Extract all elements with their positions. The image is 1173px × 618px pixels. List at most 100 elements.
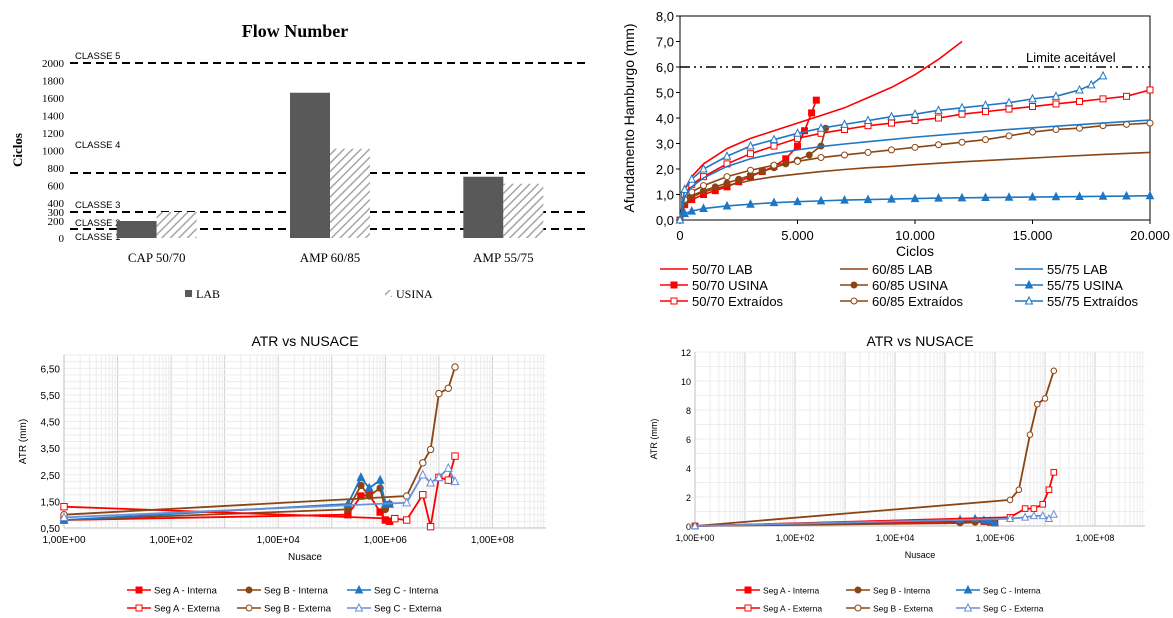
series-line bbox=[679, 40, 963, 221]
legend-label: 50/70 Extraídos bbox=[692, 294, 784, 309]
data-point bbox=[841, 151, 848, 159]
data-point bbox=[957, 192, 967, 202]
data-point bbox=[690, 521, 700, 530]
legend-marker bbox=[854, 604, 862, 612]
x-axis-label: Ciclos bbox=[896, 243, 934, 259]
legend-marker bbox=[850, 281, 858, 289]
legend-marker bbox=[135, 604, 143, 612]
data-point bbox=[887, 111, 896, 121]
data-point bbox=[1076, 124, 1083, 132]
x-tick-label: 1,00E+04 bbox=[257, 535, 301, 546]
data-point bbox=[1145, 190, 1155, 200]
data-point bbox=[981, 192, 990, 202]
bar-lab bbox=[116, 221, 157, 238]
data-point bbox=[911, 143, 919, 151]
legend-label: Seg A - Interna bbox=[154, 586, 218, 597]
y-tick-label: 1,50 bbox=[41, 497, 61, 508]
legend-label: 50/70 LAB bbox=[692, 262, 753, 277]
data-point bbox=[746, 140, 755, 150]
y-tick-label: 0,50 bbox=[41, 524, 61, 535]
legend-marker bbox=[963, 602, 973, 612]
data-point bbox=[1021, 505, 1029, 512]
data-point bbox=[793, 128, 802, 137]
data-point bbox=[888, 146, 895, 154]
x-tick-label: 5.000 bbox=[781, 228, 814, 243]
legend-marker bbox=[963, 584, 973, 594]
data-point bbox=[1030, 505, 1038, 512]
series-line bbox=[679, 151, 1151, 221]
data-point bbox=[990, 518, 1000, 527]
data-point bbox=[957, 102, 967, 112]
data-point bbox=[443, 462, 453, 472]
data-point bbox=[1045, 486, 1053, 494]
data-point bbox=[1052, 125, 1060, 133]
x-tick-label: AMP 55/75 bbox=[473, 250, 534, 265]
class-reference-label: CLASSE 5 bbox=[75, 51, 120, 62]
data-point bbox=[1050, 469, 1058, 476]
data-point bbox=[1050, 367, 1058, 375]
data-point bbox=[1099, 95, 1107, 103]
series-line bbox=[679, 75, 1104, 221]
legend-marker bbox=[1024, 279, 1034, 289]
y-tick-label: 4,0 bbox=[656, 111, 674, 126]
data-point bbox=[934, 105, 943, 114]
data-point bbox=[770, 142, 778, 150]
data-point bbox=[391, 514, 399, 523]
x-tick-label: 1,00E+08 bbox=[471, 535, 515, 546]
legend-label: 55/75 USINA bbox=[1047, 278, 1123, 293]
y-tick-label: 6,0 bbox=[656, 60, 674, 75]
y-tick-label: 5,0 bbox=[656, 86, 674, 101]
data-point bbox=[1029, 510, 1039, 520]
data-point bbox=[1004, 97, 1014, 107]
legend-label: Seg A - Externa bbox=[154, 604, 221, 615]
data-point bbox=[1098, 70, 1108, 80]
data-point bbox=[1029, 103, 1036, 111]
bar-usina bbox=[330, 148, 370, 238]
data-point bbox=[700, 182, 707, 190]
atr-vs-nusace-chart-right: ATR vs NUSACE 0 2 4 6 8 10 12 1,00E+00 1,00E+02 1,… bbox=[649, 333, 1145, 614]
legend-label: Seg C - Externa bbox=[374, 604, 442, 615]
data-point bbox=[982, 136, 989, 144]
x-tick-label: 15.000 bbox=[1013, 228, 1053, 243]
legend-label: Seg C - Externa bbox=[983, 604, 1044, 614]
data-point bbox=[364, 482, 374, 492]
data-point bbox=[1028, 191, 1037, 201]
y-tick-label: 200 bbox=[48, 216, 65, 228]
series-line bbox=[694, 472, 1055, 527]
class-reference-label: CLASSE 2 bbox=[75, 218, 120, 229]
data-point bbox=[59, 512, 69, 522]
series-line bbox=[63, 366, 456, 516]
data-point bbox=[840, 194, 849, 204]
legend-swatch-lab bbox=[185, 290, 192, 297]
legend-label: 55/75 LAB bbox=[1047, 262, 1108, 277]
y-tick-label: 3,50 bbox=[41, 444, 61, 455]
legend-label: 55/75 Extraídos bbox=[1047, 294, 1139, 309]
data-point bbox=[402, 516, 411, 524]
data-point bbox=[722, 200, 732, 210]
data-point bbox=[699, 163, 708, 173]
data-point bbox=[1076, 97, 1083, 105]
data-point bbox=[1098, 191, 1108, 200]
data-point bbox=[675, 214, 685, 224]
data-point bbox=[769, 134, 779, 144]
data-point bbox=[1005, 105, 1013, 113]
class-reference-label: CLASSE 3 bbox=[75, 200, 120, 211]
chart-title: Flow Number bbox=[242, 21, 349, 41]
data-point bbox=[356, 472, 366, 482]
y-tick-label: 12 bbox=[681, 348, 691, 358]
data-point bbox=[680, 208, 690, 218]
data-point bbox=[1038, 510, 1047, 520]
x-tick-label: 1,00E+02 bbox=[776, 533, 815, 543]
data-point bbox=[1052, 100, 1060, 108]
y-tick-label: 400 bbox=[48, 198, 65, 210]
y-tick-label: 2000 bbox=[42, 58, 65, 70]
data-point bbox=[1075, 84, 1084, 94]
data-point bbox=[60, 503, 68, 511]
data-point bbox=[982, 108, 989, 116]
data-point bbox=[434, 472, 444, 482]
data-point bbox=[435, 389, 443, 398]
legend-marker bbox=[850, 297, 858, 305]
x-tick-label: 1,00E+00 bbox=[42, 535, 86, 546]
legend-marker bbox=[1024, 295, 1034, 305]
